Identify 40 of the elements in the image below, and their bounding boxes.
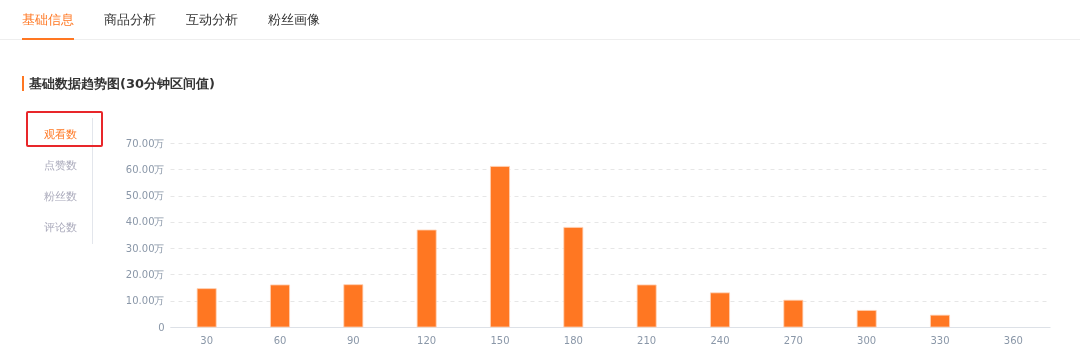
text: 基础信息 [22,11,74,40]
bar [636,284,657,328]
x-tick-label: 180 [563,334,583,346]
text: 粉丝画像 [268,11,320,29]
x-tick-label: 300 [857,334,877,346]
y-tick-label: 20.00万 [125,268,165,280]
bar [270,284,290,328]
x-tick-label: 30 [200,334,214,346]
bar [196,288,217,328]
x-tick-label: 270 [783,334,803,346]
chart-title: 基础数据趋势图(30分钟区间值) [22,76,215,91]
text: 互动分析 [186,11,238,29]
y-tick-label: 10.00万 [125,295,165,307]
bar [563,226,584,328]
bar [490,165,510,328]
y-tick-label: 30.00万 [125,242,165,254]
bar [930,314,950,328]
x-tick-label: 360 [1003,334,1023,346]
x-tick-label: 60 [273,334,287,346]
bar [343,284,364,328]
text: 点赞数 [44,158,77,173]
bar [416,229,437,328]
text: 评论数 [44,220,77,235]
y-tick-label: 40.00万 [125,216,165,228]
x-tick-label: 90 [346,334,360,346]
x-tick-label: 120 [417,334,437,346]
y-tick-label: 60.00万 [125,163,165,175]
text: 商品分析 [104,11,156,29]
y-tick-label: 0 [158,321,165,333]
y-tick-label: 50.00万 [125,190,165,202]
bar [783,299,804,328]
x-tick-label: 210 [637,334,657,346]
y-tick-label: 70.00万 [125,137,165,149]
text: 观看数 [44,127,77,142]
x-tick-label: 240 [710,334,730,346]
bar [710,292,730,328]
x-tick-label: 330 [930,334,950,346]
text: 粉丝数 [44,189,77,204]
bar [856,310,877,328]
x-tick-label: 150 [490,334,510,346]
